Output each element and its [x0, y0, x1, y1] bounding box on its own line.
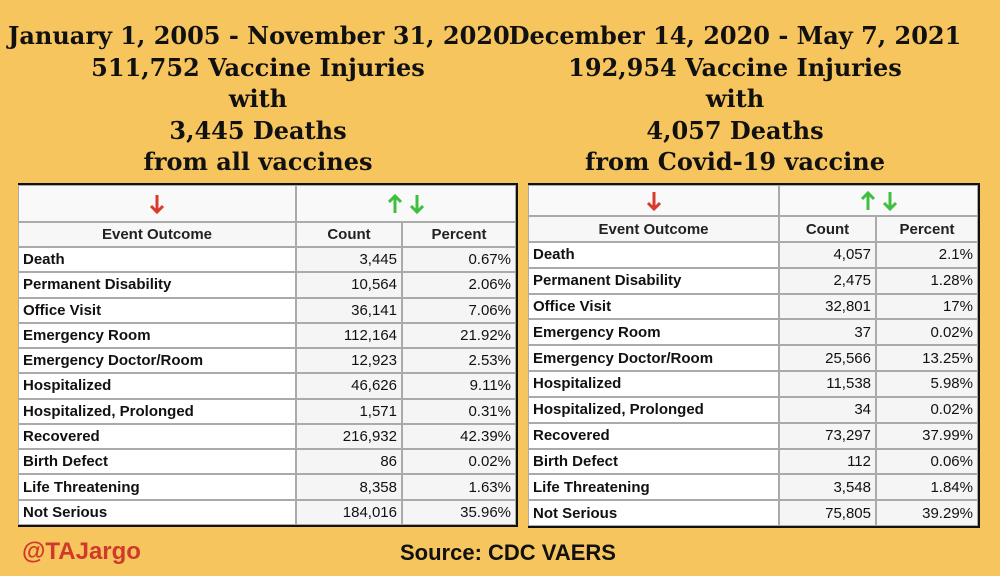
- heading-line: 4,057 Deaths: [646, 116, 824, 145]
- heading-line: from Covid-19 vaccine: [585, 147, 885, 176]
- column-header: Percent: [402, 222, 516, 247]
- number-cell: 13.25%: [876, 345, 978, 372]
- data-table: Event Outcome Count Percent Death 3,445 0.67%…: [18, 183, 518, 527]
- heading-line: with: [705, 84, 765, 113]
- number-cell: 10,564: [296, 272, 402, 298]
- column-header: Event Outcome: [18, 222, 296, 247]
- number-cell: 11,538: [779, 371, 876, 397]
- number-cell: 8,358: [296, 474, 402, 500]
- number-cell: 37.99%: [876, 422, 978, 449]
- outcome-cell: Permanent Disability: [528, 267, 779, 294]
- outcome-cell: Not Serious: [528, 500, 779, 526]
- arrow-icon: [387, 193, 403, 213]
- number-cell: 3,548: [779, 474, 876, 501]
- number-cell: 86: [296, 449, 402, 475]
- heading-line: 3,445 Deaths: [169, 116, 347, 145]
- outcome-cell: Death: [18, 247, 296, 273]
- outcome-cell: Recovered: [18, 423, 296, 450]
- outcome-cell: Office Visit: [18, 297, 296, 323]
- column-header: Event Outcome: [528, 216, 779, 242]
- number-cell: 35.96%: [402, 499, 516, 525]
- column-header: Count: [296, 222, 402, 247]
- outcome-cell: Recovered: [528, 422, 779, 449]
- arrow-cell: [528, 185, 779, 216]
- heading-line: January 1, 2005 - November 31, 2020: [8, 21, 510, 50]
- number-cell: 75,805: [779, 500, 876, 526]
- number-cell: 36,141: [296, 297, 402, 323]
- number-cell: 9.11%: [402, 373, 516, 399]
- column-header: Count: [779, 216, 876, 242]
- outcome-cell: Hospitalized, Prolonged: [528, 396, 779, 423]
- number-cell: 17%: [876, 293, 978, 320]
- outcome-cell: Permanent Disability: [18, 272, 296, 298]
- number-cell: 0.02%: [402, 449, 516, 475]
- arrow-cell: [779, 185, 978, 216]
- number-cell: 0.31%: [402, 398, 516, 424]
- number-cell: 4,057: [779, 242, 876, 268]
- outcome-cell: Life Threatening: [18, 474, 296, 500]
- author-handle: @TAJargo: [22, 538, 141, 565]
- outcome-cell: Office Visit: [528, 293, 779, 320]
- arrow-icon: [409, 194, 425, 214]
- outcome-cell: Life Threatening: [528, 474, 779, 501]
- number-cell: 39.29%: [876, 500, 978, 526]
- number-cell: 42.39%: [402, 423, 516, 450]
- number-cell: 3,445: [296, 247, 402, 273]
- number-cell: 0.06%: [876, 448, 978, 475]
- heading-line: December 14, 2020 - May 7, 2021: [508, 21, 962, 50]
- number-cell: 2,475: [779, 267, 876, 294]
- heading-line: 511,752 Vaccine Injuries: [91, 53, 425, 82]
- outcome-cell: Emergency Room: [18, 322, 296, 349]
- heading-line: from all vaccines: [143, 147, 373, 176]
- arrow-icon: [149, 194, 165, 214]
- outcome-cell: Not Serious: [18, 499, 296, 525]
- number-cell: 0.02%: [876, 396, 978, 423]
- heading-line: with: [228, 84, 288, 113]
- arrow-icon: [646, 191, 661, 211]
- number-cell: 37: [779, 319, 876, 346]
- outcome-cell: Birth Defect: [528, 448, 779, 475]
- number-cell: 112,164: [296, 322, 402, 349]
- number-cell: 73,297: [779, 422, 876, 449]
- number-cell: 1.28%: [876, 267, 978, 294]
- outcome-cell: Birth Defect: [18, 449, 296, 475]
- outcome-cell: Emergency Doctor/Room: [18, 348, 296, 374]
- outcome-cell: Death: [528, 242, 779, 268]
- number-cell: 0.02%: [876, 319, 978, 346]
- number-cell: 7.06%: [402, 297, 516, 323]
- number-cell: 112: [779, 448, 876, 475]
- number-cell: 0.67%: [402, 247, 516, 273]
- number-cell: 12,923: [296, 348, 402, 374]
- arrow-cell: [18, 185, 296, 222]
- number-cell: 21.92%: [402, 322, 516, 349]
- number-cell: 1.63%: [402, 474, 516, 500]
- number-cell: 25,566: [779, 345, 876, 372]
- number-cell: 1.84%: [876, 474, 978, 501]
- number-cell: 2.06%: [402, 272, 516, 298]
- number-cell: 2.53%: [402, 348, 516, 374]
- outcome-cell: Hospitalized: [528, 371, 779, 397]
- source-note: Source: CDC VAERS: [400, 540, 616, 565]
- arrow-icon: [882, 191, 897, 211]
- number-cell: 32,801: [779, 293, 876, 320]
- outcome-cell: Emergency Room: [528, 319, 779, 346]
- arrow-icon: [860, 190, 875, 210]
- number-cell: 184,016: [296, 499, 402, 525]
- column-header: Percent: [876, 216, 978, 242]
- number-cell: 1,571: [296, 398, 402, 424]
- number-cell: 34: [779, 396, 876, 423]
- number-cell: 5.98%: [876, 371, 978, 397]
- heading-line: 192,954 Vaccine Injuries: [568, 53, 902, 82]
- outcome-cell: Hospitalized: [18, 373, 296, 399]
- number-cell: 216,932: [296, 423, 402, 450]
- outcome-cell: Hospitalized, Prolonged: [18, 398, 296, 424]
- data-table: Event Outcome Count Percent Death 4,057 2.1% P…: [528, 183, 980, 528]
- arrow-cell: [296, 185, 516, 222]
- number-cell: 46,626: [296, 373, 402, 399]
- number-cell: 2.1%: [876, 242, 978, 268]
- outcome-cell: Emergency Doctor/Room: [528, 345, 779, 372]
